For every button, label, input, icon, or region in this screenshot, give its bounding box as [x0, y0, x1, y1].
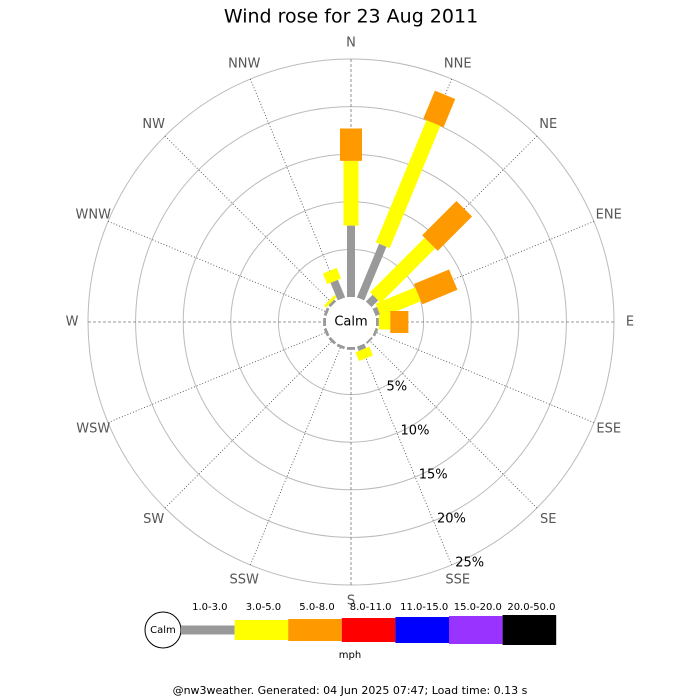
bar-segment: [323, 327, 330, 337]
bar-segment: [347, 347, 355, 350]
legend-swatch: [234, 620, 289, 640]
bar-segment: [328, 299, 337, 308]
bar-segment: [378, 314, 391, 330]
unit-label: mph: [339, 650, 361, 661]
bar-segment: [323, 307, 330, 317]
spoke: [249, 78, 342, 300]
legend-label: 15.0-20.0: [454, 602, 502, 613]
ring-label: 10%: [401, 424, 430, 439]
direction-label: W: [66, 315, 79, 330]
direction-label: WNW: [76, 208, 112, 223]
bar-segment: [356, 343, 367, 352]
legend-swatch: [288, 619, 342, 641]
ring-label: 25%: [455, 555, 484, 570]
bar-segment: [330, 279, 346, 301]
direction-label: SE: [540, 512, 556, 527]
direction-label: ENE: [596, 208, 622, 223]
chart-title: Wind rose for 23 Aug 2011: [224, 6, 478, 28]
bar-segment: [376, 318, 379, 326]
direction-label: SW: [143, 512, 164, 527]
bar-segment: [355, 346, 373, 362]
bar-segment: [372, 306, 381, 317]
legend-swatch: [181, 625, 235, 635]
bar-segment: [322, 267, 342, 285]
direction-label: NW: [142, 117, 165, 132]
legend-label: 11.0-15.0: [400, 602, 448, 613]
spoke: [164, 339, 334, 509]
bar-segment: [423, 90, 456, 128]
spoke: [107, 331, 329, 424]
spoke: [107, 220, 329, 313]
spoke: [164, 135, 334, 305]
legend-label: 8.0-11.0: [350, 602, 392, 613]
legend-label: 5.0-8.0: [299, 602, 334, 613]
bar-segment: [375, 120, 441, 249]
bar-segment: [356, 243, 387, 301]
bar-segment: [365, 336, 373, 344]
legend-label: 1.0-3.0: [192, 602, 227, 613]
direction-label: SSE: [445, 572, 470, 587]
bar-segment: [340, 128, 362, 161]
direction-label: NNE: [444, 57, 472, 72]
spoke: [249, 344, 342, 566]
direction-label: S: [347, 594, 355, 609]
bar-segment: [343, 160, 359, 226]
legend-swatch: [341, 618, 396, 642]
spoke: [360, 344, 453, 566]
ring-label: 5%: [386, 380, 407, 395]
direction-label: SSW: [230, 572, 260, 587]
ring-label: 15%: [419, 468, 448, 483]
bar-segment: [323, 294, 337, 308]
direction-label: N: [346, 36, 356, 51]
direction-label: ESE: [596, 421, 621, 436]
bar-segment: [365, 294, 379, 308]
bar-segment: [336, 343, 346, 350]
direction-label: WSW: [76, 421, 110, 436]
footer: @nw3weather. Generated: 04 Jun 2025 07:4…: [173, 684, 528, 697]
spoke: [368, 339, 538, 509]
bar-segment: [422, 200, 473, 251]
bar-segment: [375, 287, 421, 318]
bar-segment: [390, 311, 409, 333]
legend-swatch: [449, 616, 503, 644]
bar-segment: [347, 225, 355, 297]
legend-calm-label: Calm: [150, 625, 176, 636]
legend-label: 3.0-5.0: [246, 602, 281, 613]
direction-label: NE: [539, 117, 557, 132]
direction-label: E: [626, 315, 634, 330]
bar-segment: [413, 269, 458, 305]
bar-segment: [328, 336, 337, 345]
calm-label: Calm: [334, 315, 367, 330]
bar-segment: [372, 327, 379, 337]
calm-circle: [326, 297, 376, 347]
legend-swatch: [502, 615, 557, 645]
bar-segment: [323, 318, 326, 326]
direction-label: NNW: [228, 57, 260, 72]
legend-label: 20.0-50.0: [507, 602, 555, 613]
spoke: [373, 331, 595, 424]
bar-segment: [370, 237, 436, 303]
ring-label: 20%: [437, 512, 466, 527]
legend-swatch: [395, 617, 449, 643]
